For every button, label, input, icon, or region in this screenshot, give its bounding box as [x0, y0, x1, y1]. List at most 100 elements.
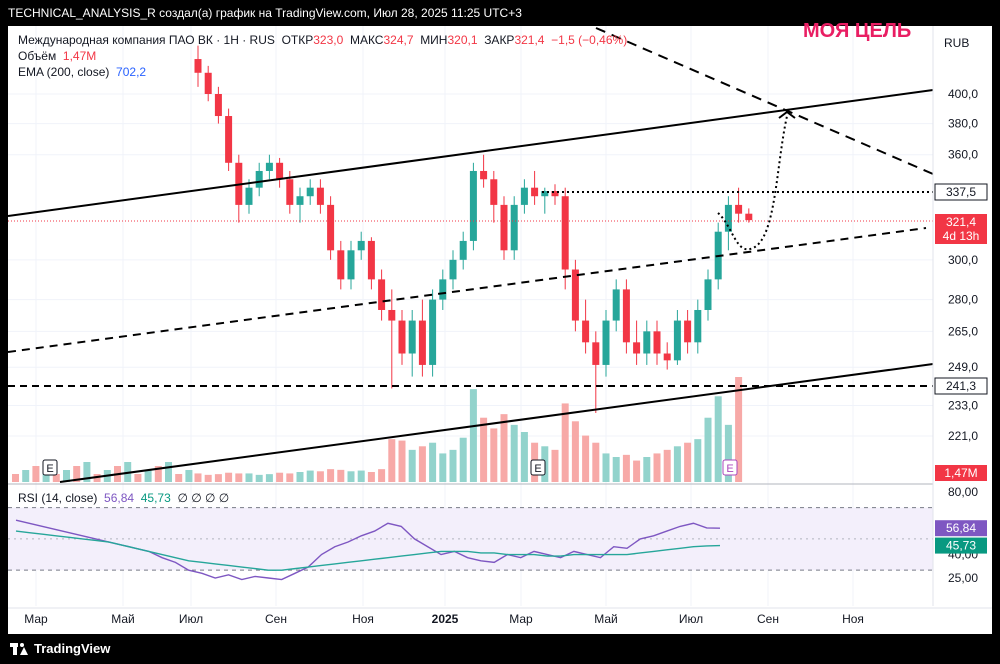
volume-bar [694, 439, 702, 482]
volume-bar [357, 470, 365, 482]
event-marker: E [722, 459, 738, 476]
time-tick-label: Июл [179, 612, 203, 626]
volume-bar [388, 439, 396, 482]
ema-label[interactable]: EMA (200, close) [18, 65, 110, 79]
volume-bar [398, 440, 406, 482]
price-axis-bg [933, 26, 992, 606]
support-price-badge: 241,3 [946, 379, 976, 393]
rsi-extras: ∅ ∅ ∅ ∅ [177, 491, 230, 505]
volume-bar [459, 437, 467, 482]
candle-body [429, 299, 437, 365]
candle-body [245, 187, 253, 205]
time-tick-label: Май [594, 612, 618, 626]
volume-bar [255, 474, 263, 482]
candle-body [367, 240, 375, 280]
time-tick-label: Сен [757, 612, 779, 626]
volume-bar [134, 474, 142, 482]
volume-bar [83, 462, 91, 482]
candle-body [582, 320, 590, 343]
open-value: 323,0 [313, 33, 344, 47]
volume-bar [561, 403, 569, 482]
candle-body [439, 279, 447, 300]
volume-bar [214, 474, 222, 482]
support-price-badge-bg [934, 377, 988, 395]
candle-body [541, 191, 549, 197]
tradingview-logo-icon [10, 642, 28, 655]
candle-body [194, 59, 202, 73]
volume-bar [194, 473, 202, 482]
candle-body [480, 170, 488, 180]
candle-body [225, 116, 233, 163]
volume-bar [154, 466, 162, 482]
chart-area[interactable]: 400,0 380,0 360,0 300,0 280,0 265,0 249,0 233,0… [8, 20, 992, 634]
volume-bar [724, 424, 732, 482]
tradingview-brand: TradingView [34, 641, 111, 656]
volume-bar [429, 442, 437, 482]
volume-bar [276, 472, 284, 482]
candle-body [316, 187, 324, 205]
volume-bar [418, 446, 426, 482]
candle-body [724, 204, 732, 232]
candle-body [684, 320, 692, 343]
upper-channel-line[interactable] [8, 89, 934, 217]
price-chart-svg[interactable]: 400,0 380,0 360,0 300,0 280,0 265,0 249,0 233,0… [8, 26, 992, 634]
rsi-label[interactable]: RSI (14, close) [18, 491, 98, 505]
chart-legend: Международная компания ПАО ВК · 1Н · RUS… [18, 32, 627, 80]
last-price-badge-bg [935, 214, 987, 244]
time-tick-label: Мар [24, 612, 48, 626]
candle-body [459, 240, 467, 260]
price-tick-label: 380,0 [948, 117, 978, 131]
high-label: МАКС [349, 33, 384, 47]
price-tick-label: 360,0 [948, 148, 978, 162]
volume-bar [265, 474, 273, 482]
rsi-value: 56,84 [104, 491, 135, 505]
forecast-arrowhead [778, 110, 796, 119]
candle-body [296, 196, 304, 205]
volume-bar [684, 442, 692, 482]
low-value: 320,1 [447, 33, 478, 47]
target-annotation[interactable]: МОЯ ЦЕЛЬ [803, 20, 912, 42]
candle-body [653, 331, 661, 354]
candle-body [388, 309, 396, 321]
volume-bar [633, 460, 641, 482]
volume-bar [520, 432, 528, 482]
volume-bar [653, 453, 661, 482]
candle-body [214, 94, 222, 117]
time-tick-label: Ноя [842, 612, 864, 626]
candle-body [704, 279, 712, 310]
candle-body [571, 269, 579, 321]
candle-body [673, 320, 681, 361]
close-value: 321,4 [514, 33, 545, 47]
candle-body [337, 250, 345, 280]
volume-value: 1,47M [62, 49, 97, 63]
volume-bar [704, 417, 712, 482]
lower-channel-line[interactable] [59, 363, 934, 483]
currency-label[interactable]: RUB [944, 36, 970, 50]
target-price-badge: 337,5 [946, 185, 976, 199]
rsi-ma-badge-bg [935, 537, 987, 554]
volume-bar [286, 473, 294, 482]
descending-resistance-line[interactable] [595, 27, 934, 175]
candle-body [398, 320, 406, 354]
symbol-row: Международная компания ПАО ВК · 1Н · RUS… [18, 32, 627, 48]
candle-body [276, 162, 284, 180]
event-marker: E [530, 459, 546, 476]
price-tick-label: 300,0 [948, 253, 978, 267]
forecast-path [717, 115, 788, 251]
candle-body [255, 170, 263, 188]
symbol-name[interactable]: Международная компания ПАО ВК · 1Н · RUS [18, 33, 275, 47]
tradingview-logo[interactable]: TradingView [10, 641, 110, 656]
volume-bar [480, 417, 488, 482]
volume-bar [245, 473, 253, 482]
volume-bar [316, 471, 324, 482]
candle-body [204, 72, 212, 94]
close-label: ЗАКР [484, 33, 515, 47]
price-tick-label: 249,0 [948, 360, 978, 374]
event-marker: E [42, 459, 58, 476]
volume-label[interactable]: Объём [18, 49, 57, 63]
volume-bar [449, 449, 457, 482]
candle-body [622, 289, 630, 343]
candle-body [500, 204, 508, 251]
middle-channel-line[interactable] [8, 227, 927, 353]
candle-body [449, 259, 457, 280]
